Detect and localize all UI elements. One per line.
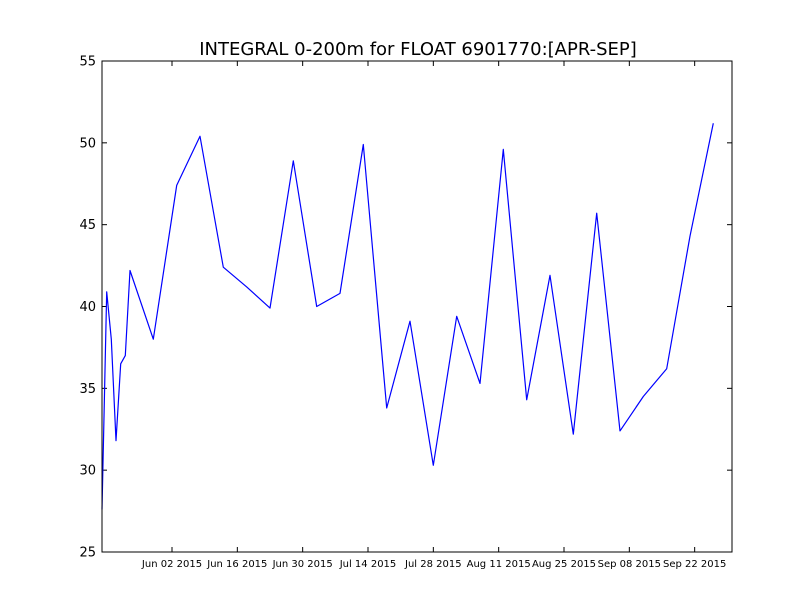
y-tick-label: 25 bbox=[79, 546, 96, 561]
y-tick-label: 50 bbox=[79, 136, 96, 151]
x-tick-label: Sep 08 2015 bbox=[598, 559, 661, 570]
x-tick-label: Sep 22 2015 bbox=[663, 559, 726, 570]
plot-area bbox=[101, 60, 733, 553]
series-line bbox=[101, 123, 714, 510]
x-tick-label: Jun 02 2015 bbox=[141, 559, 202, 570]
plot-border bbox=[101, 60, 733, 553]
chart-title: INTEGRAL 0-200m for FLOAT 6901770:[APR-S… bbox=[199, 39, 637, 60]
y-tick-label: 40 bbox=[79, 300, 96, 315]
x-tick-label: Aug 11 2015 bbox=[467, 559, 531, 570]
x-axis: Jun 02 2015 Jun 16 2015 Jun 30 2015 Jul 14 … bbox=[141, 61, 726, 570]
x-tick-label: Jul 14 2015 bbox=[339, 559, 397, 570]
y-tick-label: 55 bbox=[79, 55, 96, 70]
x-tick-label: Jul 28 2015 bbox=[404, 559, 462, 570]
x-tick-label: Aug 25 2015 bbox=[532, 559, 596, 570]
y-tick-label: 30 bbox=[79, 464, 96, 479]
x-tick-label: Jun 16 2015 bbox=[206, 559, 267, 570]
y-tick-label: 35 bbox=[79, 382, 96, 397]
y-tick-label: 45 bbox=[79, 218, 96, 233]
x-tick-label: Jun 30 2015 bbox=[272, 559, 333, 570]
